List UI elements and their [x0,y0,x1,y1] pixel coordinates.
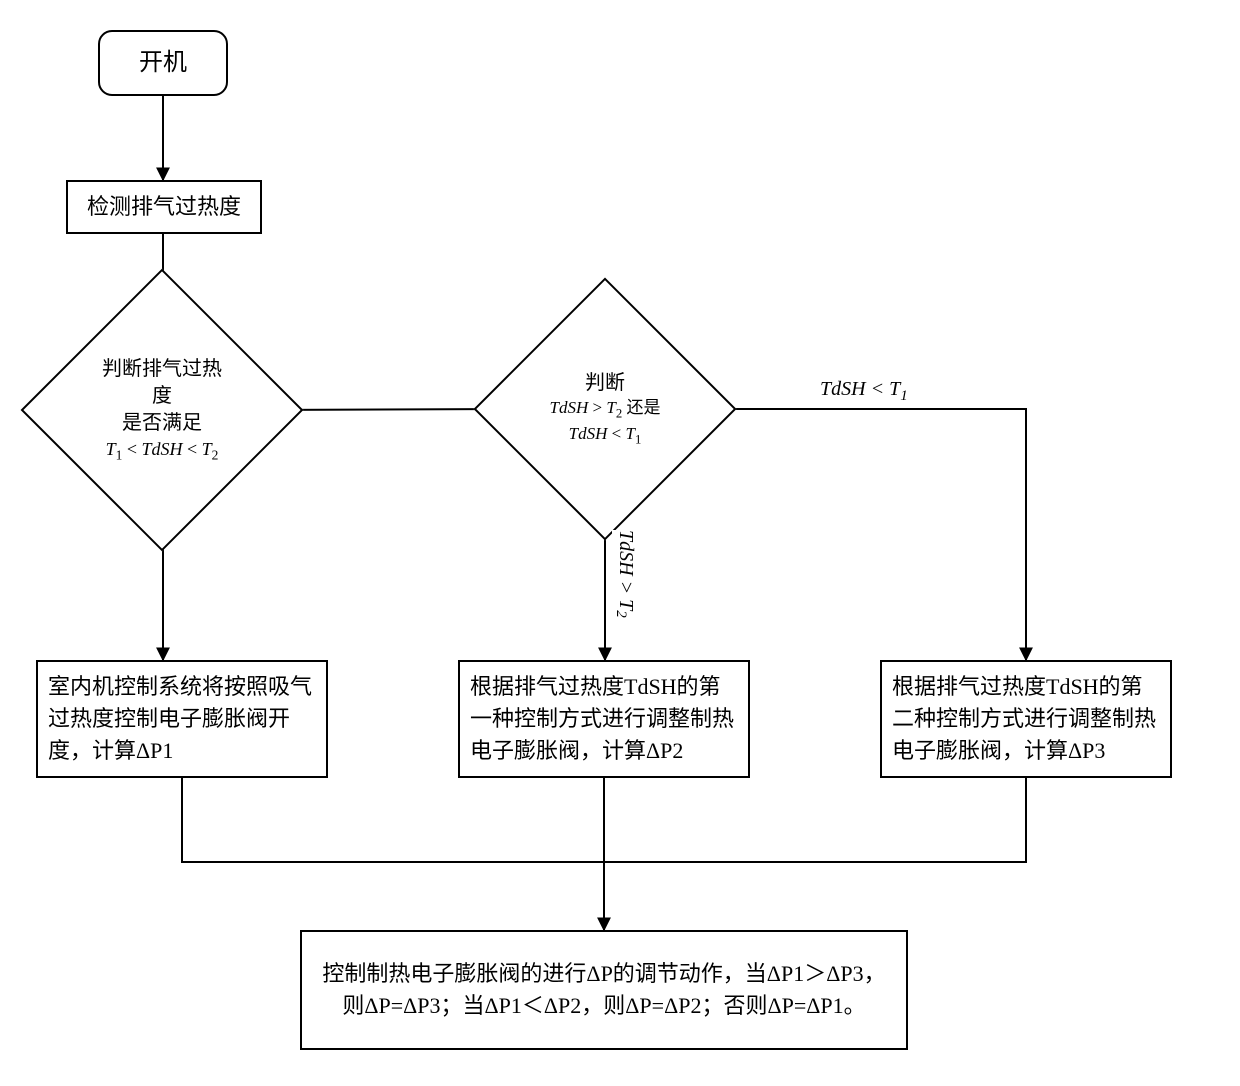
node-d2: 判断 TdSH > T2 还是 TdSH < T1 [512,316,698,502]
node-p2: 根据排气过热度TdSH的第一种控制方式进行调整制热电子膨胀阀，计算ΔP2 [458,660,750,778]
node-d2-content: 判断 TdSH > T2 还是 TdSH < T1 [512,316,698,502]
node-p3: 根据排气过热度TdSH的第二种控制方式进行调整制热电子膨胀阀，计算ΔP3 [880,660,1172,778]
edge-p3-final-a [604,778,1026,862]
flowchart-canvas: 开机 检测排气过热度 判断排气过热度 是否满足 T1 < TdSH < T2 判… [0,0,1240,1086]
node-d2-line1: 判断 [550,370,661,397]
node-start-text: 开机 [139,46,187,81]
node-p1-text: 室内机控制系统将按照吸气过热度控制电子膨胀阀开度，计算ΔP1 [48,671,316,767]
node-p2-text: 根据排气过热度TdSH的第一种控制方式进行调整制热电子膨胀阀，计算ΔP2 [470,671,738,767]
node-d2-formula1: TdSH > T2 还是 [550,397,661,423]
node-detect-text: 检测排气过热度 [87,191,241,223]
node-d1: 判断排气过热度 是否满足 T1 < TdSH < T2 [62,310,262,510]
edge-label-d2-down: TdSH > T2 [612,530,637,618]
node-p1: 室内机控制系统将按照吸气过热度控制电子膨胀阀开度，计算ΔP1 [36,660,328,778]
edge-d2-p3 [698,409,1026,660]
node-d1-formula: T1 < TdSH < T2 [98,437,226,465]
edge-label-d2-right: TdSH < T1 [820,378,908,405]
node-final: 控制制热电子膨胀阀的进行ΔP的调节动作，当ΔP1＞ΔP3，则ΔP=ΔP3；当ΔP… [300,930,908,1050]
edge-p1-final-a [182,778,604,862]
node-d1-line1: 判断排气过热度 [98,356,226,410]
node-start: 开机 [98,30,228,96]
node-detect: 检测排气过热度 [66,180,262,234]
node-d1-line2: 是否满足 [98,410,226,437]
node-final-text: 控制制热电子膨胀阀的进行ΔP的调节动作，当ΔP1＞ΔP3，则ΔP=ΔP3；当ΔP… [312,958,896,1022]
node-p3-text: 根据排气过热度TdSH的第二种控制方式进行调整制热电子膨胀阀，计算ΔP3 [892,671,1160,767]
node-d1-content: 判断排气过热度 是否满足 T1 < TdSH < T2 [62,310,262,510]
node-d2-formula2: TdSH < T1 [550,423,661,449]
